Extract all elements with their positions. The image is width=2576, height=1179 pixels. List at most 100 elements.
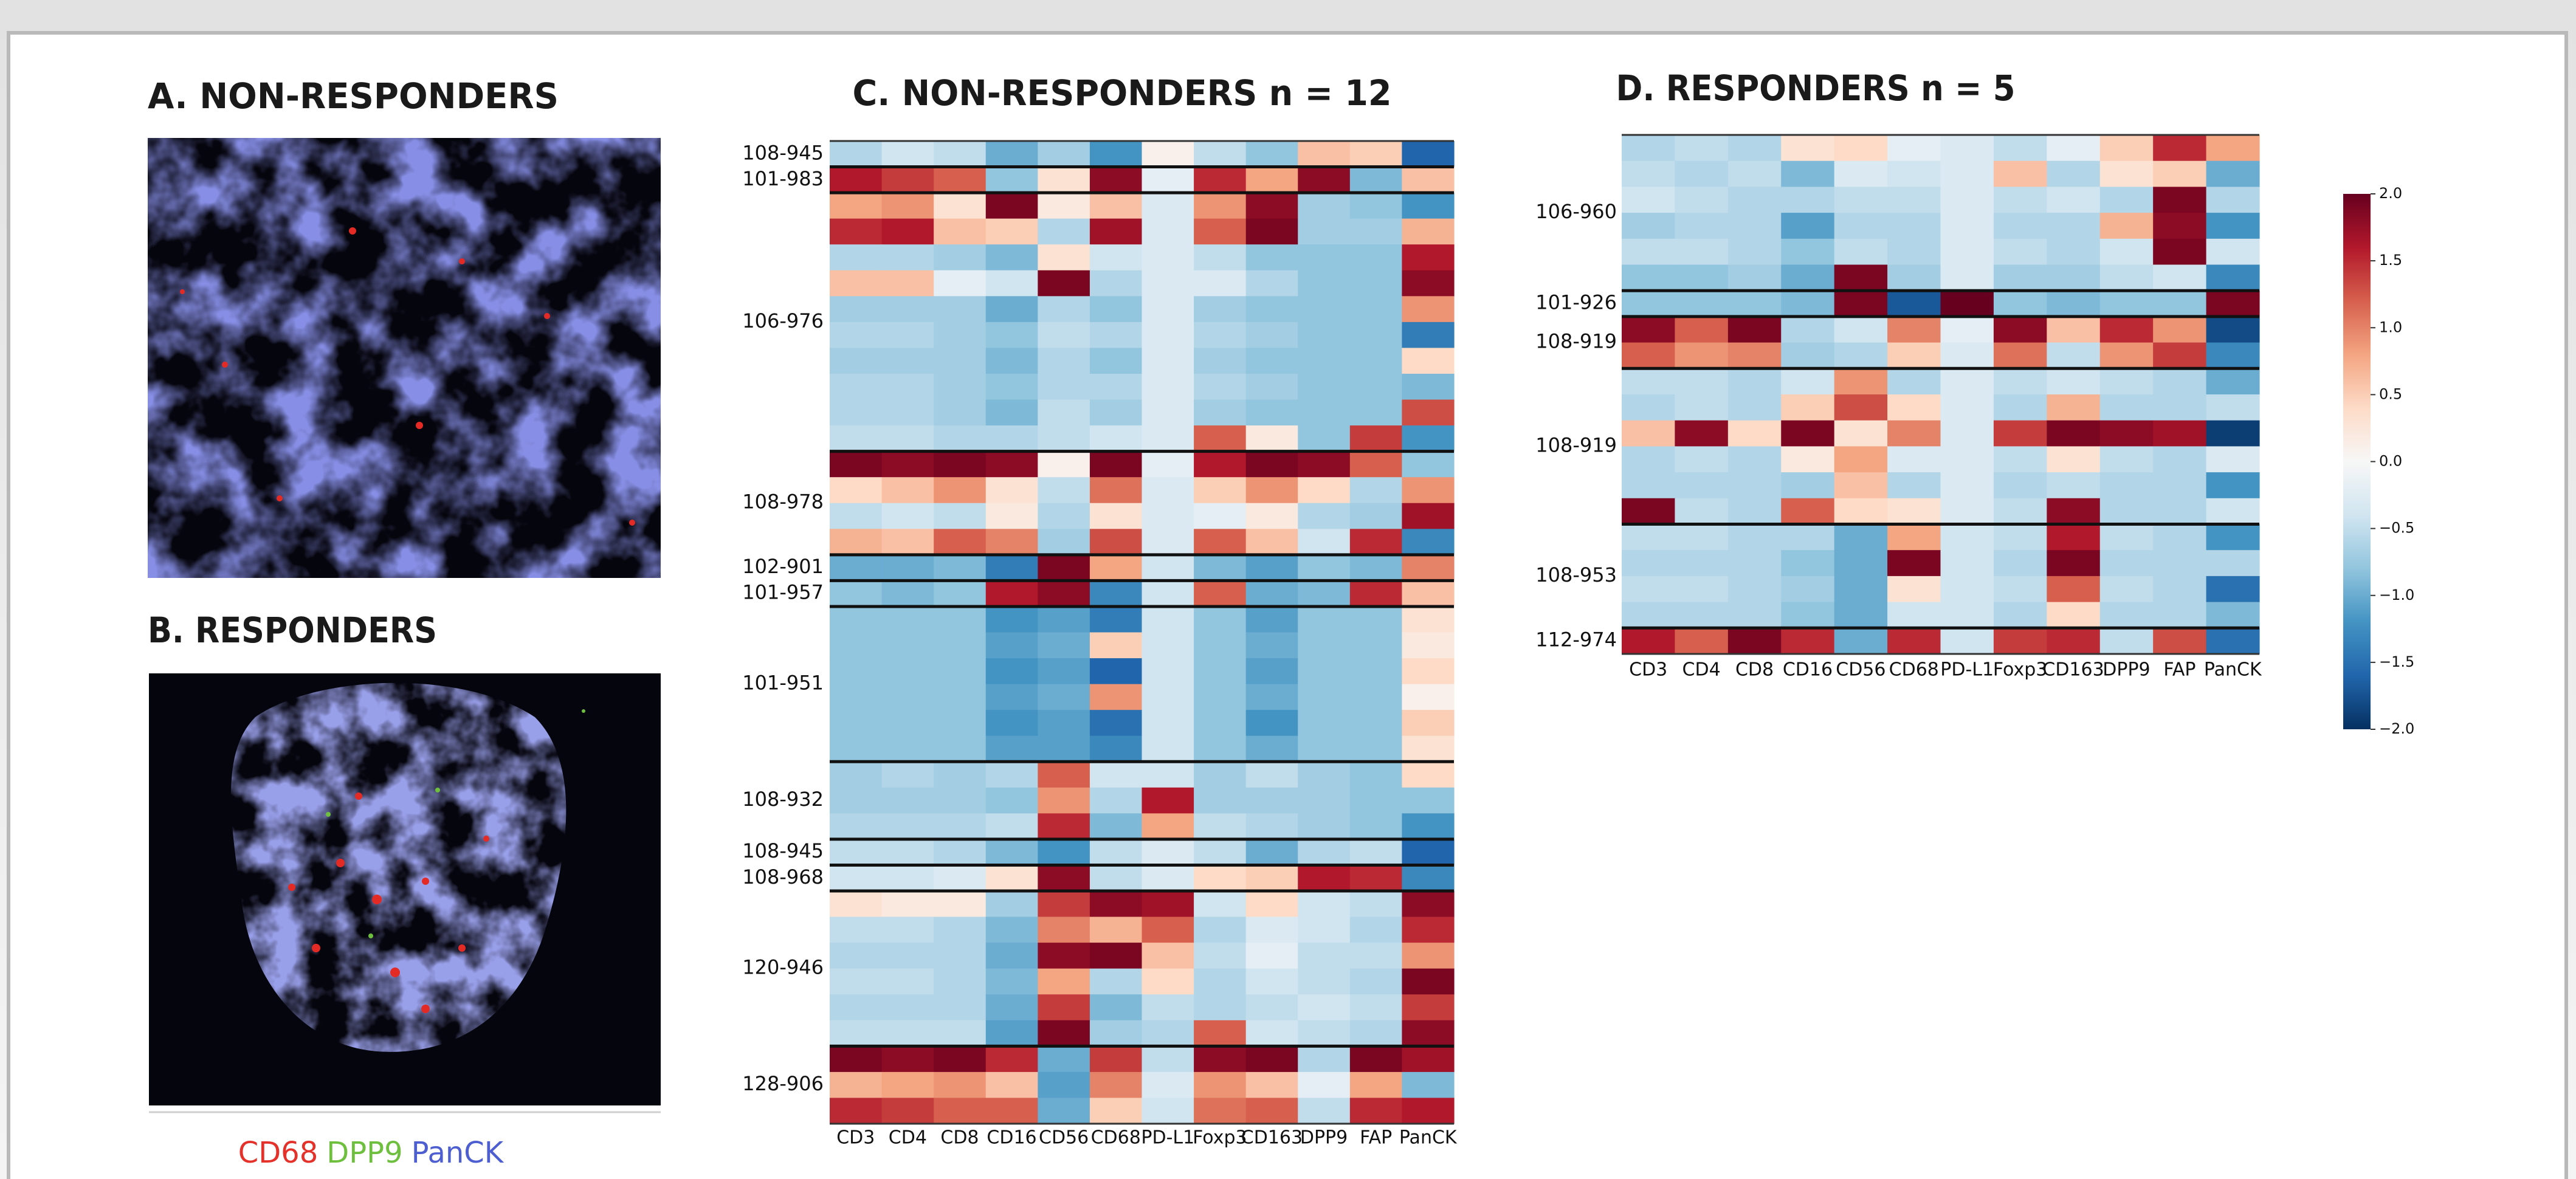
heatmap-cell	[1089, 451, 1143, 478]
heatmap-cell	[2206, 498, 2260, 525]
heatmap-cell	[881, 1098, 934, 1124]
heatmap-cell	[1298, 1098, 1351, 1124]
heatmap-cell	[1089, 813, 1143, 840]
heatmap-cell	[1142, 865, 1194, 892]
heatmap-cell	[1727, 290, 1782, 317]
heatmap-cell	[1940, 446, 1994, 473]
heatmap-cell	[1349, 1020, 1403, 1047]
heatmap-cell	[2153, 213, 2207, 239]
heatmap-cell	[2206, 394, 2260, 421]
heatmap-cell	[2153, 524, 2207, 551]
heatmap-cell	[985, 425, 1038, 452]
heatmap-cell	[1194, 658, 1247, 685]
heatmap-cell	[2153, 290, 2207, 317]
heatmap-cell	[1089, 296, 1143, 323]
heatmap-cell	[934, 425, 987, 452]
heatmap-cell	[1727, 628, 1782, 655]
heatmap-cell	[934, 891, 987, 918]
heatmap-cell	[1142, 1046, 1194, 1073]
heatmap-cell	[830, 813, 883, 840]
row-label: 108-968	[742, 865, 824, 889]
heatmap-cell	[1245, 373, 1298, 400]
heatmap-cell	[985, 373, 1038, 400]
heatmap-cell	[1675, 524, 1729, 551]
heatmap-cell	[1622, 576, 1676, 603]
heatmap-cell	[1298, 348, 1351, 374]
heatmap-cell	[830, 761, 883, 788]
heatmap-cell	[2206, 446, 2260, 473]
heatmap-cell	[1675, 576, 1729, 603]
heatmap-cell	[1194, 529, 1247, 555]
heatmap-cell	[1940, 524, 1994, 551]
heatmap-cell	[830, 451, 883, 478]
heatmap-cell	[881, 1020, 934, 1047]
heatmap-cell	[1675, 135, 1729, 162]
heatmap-cell	[1402, 943, 1455, 969]
colorbar-tick-label: −1.5	[2379, 653, 2414, 670]
heatmap-cell	[2153, 394, 2207, 421]
heatmap-cell	[1349, 865, 1403, 892]
column-label: CD16	[987, 1127, 1036, 1149]
heatmap-cell	[1194, 891, 1247, 918]
heatmap-cell	[1349, 296, 1403, 323]
heatmap-cell	[1245, 994, 1298, 1021]
heatmap-cell	[1727, 394, 1782, 421]
heatmap-cell	[934, 968, 987, 995]
heatmap-cell	[1038, 296, 1090, 323]
heatmap-cell	[1675, 290, 1729, 317]
heatmap-cell	[1089, 244, 1143, 271]
column-label: CD3	[1629, 659, 1667, 681]
heatmap-cell	[1038, 787, 1090, 814]
heatmap-cell	[1142, 218, 1194, 245]
micrograph	[149, 673, 661, 1105]
heatmap-cell	[830, 606, 883, 633]
heatmap-cell	[1194, 373, 1247, 400]
heatmap-cell	[1727, 524, 1782, 551]
heatmap-cell	[881, 865, 934, 892]
column-label: CD68	[1091, 1127, 1141, 1149]
heatmap-cell	[1675, 550, 1729, 577]
heatmap-cell	[1781, 498, 1835, 525]
heatmap-cell	[1940, 187, 1994, 213]
heatmap-cell	[1349, 141, 1403, 168]
heatmap-cell	[881, 477, 934, 504]
heatmap-cell	[830, 373, 883, 400]
heatmap-cell	[1349, 321, 1403, 349]
heatmap-cell	[1993, 602, 2047, 628]
heatmap-cell	[934, 761, 987, 788]
heatmap-cell	[2099, 446, 2154, 473]
heatmap-cell	[2153, 472, 2207, 499]
heatmap-cell	[1089, 399, 1143, 426]
heatmap-cell	[934, 554, 987, 581]
row-label: 108-945	[742, 839, 824, 862]
heatmap-cell	[1675, 420, 1729, 447]
column-label: CD8	[940, 1127, 979, 1149]
heatmap-cell	[1142, 503, 1194, 529]
heatmap-cell	[830, 735, 883, 762]
stain-legend: CD68 DPP9 PanCK	[238, 1136, 505, 1170]
heatmap-cell	[1402, 529, 1455, 555]
heatmap-cell	[1089, 477, 1143, 504]
heatmap-cell	[1349, 373, 1403, 400]
heatmap-cell	[2047, 498, 2101, 525]
heatmap-cell	[830, 1071, 883, 1099]
heatmap-cell	[2047, 602, 2101, 628]
heatmap-cell	[1402, 1071, 1455, 1099]
heatmap-cell	[985, 451, 1038, 478]
heatmap-cell	[1940, 264, 1994, 291]
heatmap-cell	[1298, 425, 1351, 452]
heatmap-cell	[2153, 498, 2207, 525]
heatmap-cell	[1142, 684, 1194, 710]
row-label: 101-983	[742, 167, 824, 190]
heatmap-cell	[2099, 368, 2154, 395]
heatmap-cell	[934, 865, 987, 892]
heatmap-cell	[1349, 451, 1403, 478]
heatmap-cell	[2206, 368, 2260, 395]
heatmap-cell	[1349, 735, 1403, 762]
heatmap-cell	[1038, 270, 1090, 297]
heatmap-cell	[1993, 160, 2047, 187]
heatmap-cell	[1887, 290, 1941, 317]
heatmap-cell	[2099, 290, 2154, 317]
heatmap-cell	[1727, 472, 1782, 499]
heatmap-cell	[1993, 628, 2047, 655]
